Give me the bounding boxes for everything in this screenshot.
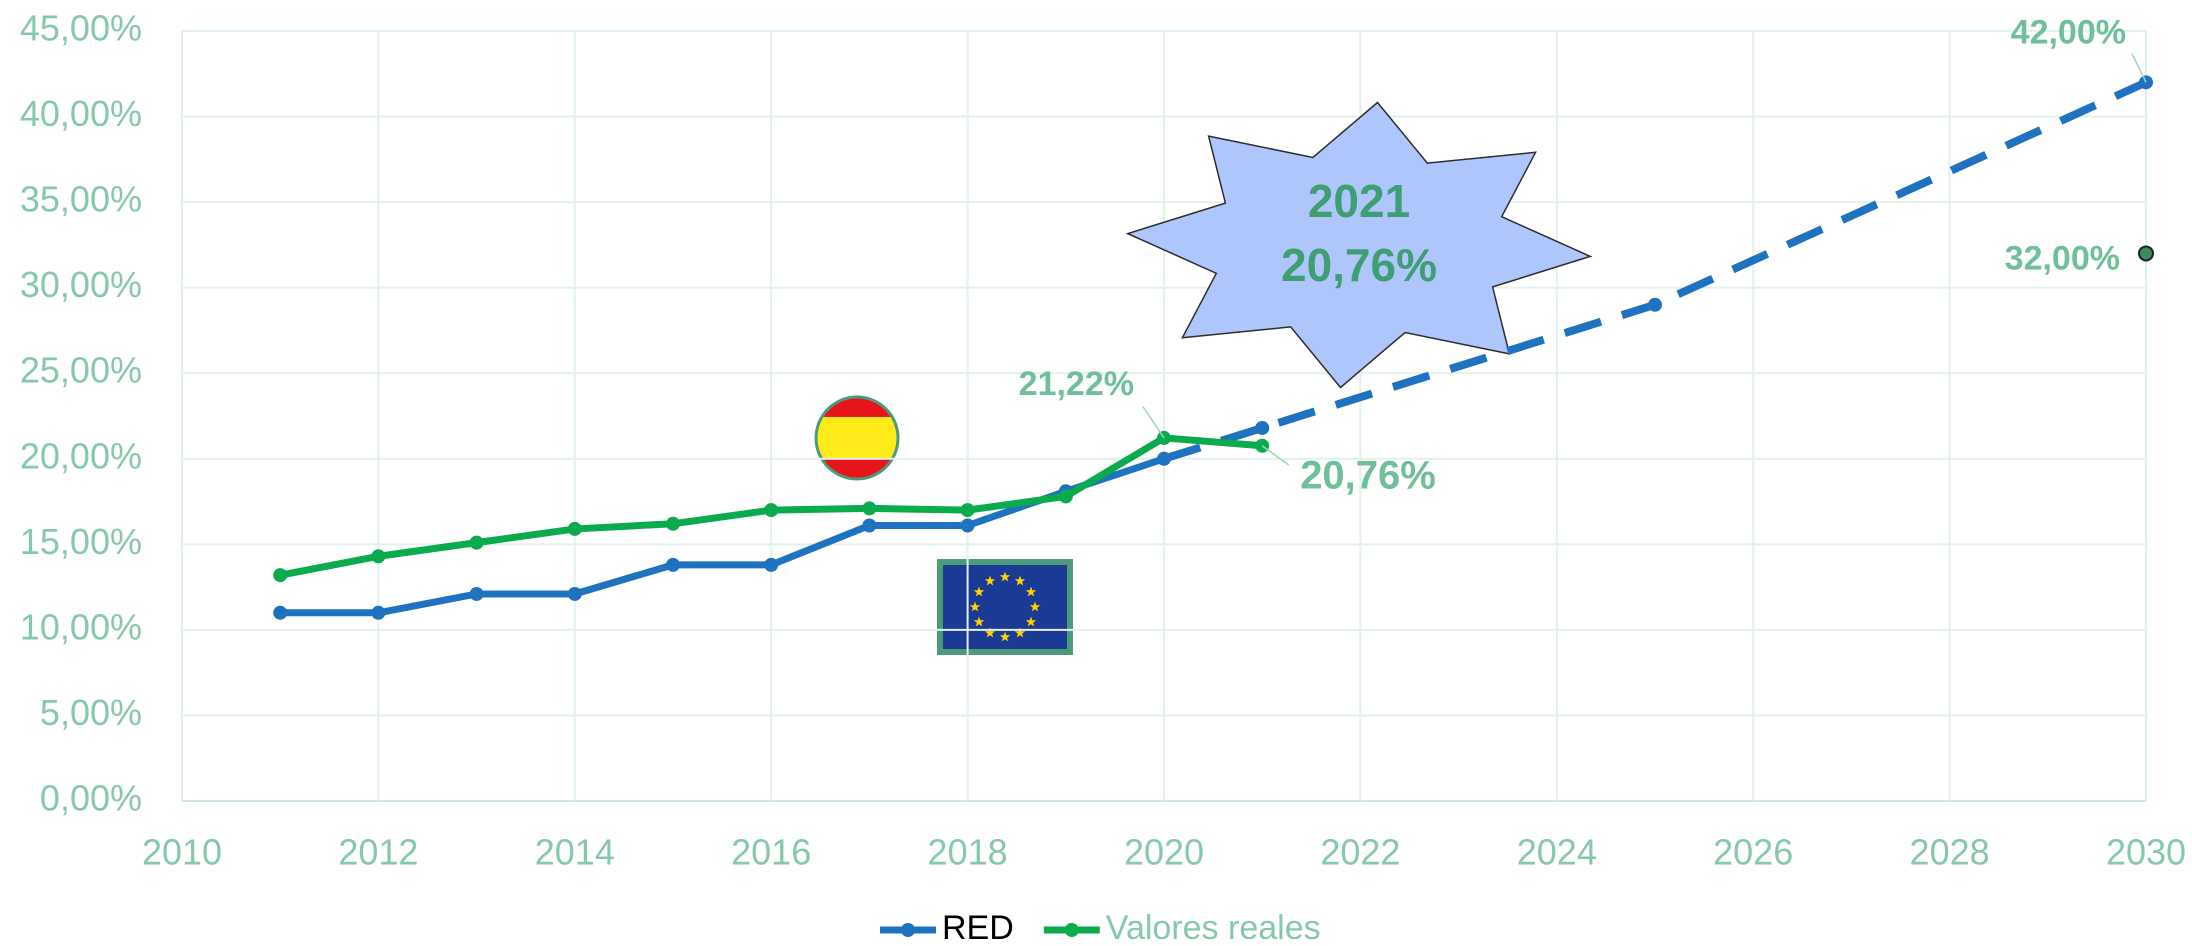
x-tick-label: 2020 [1124,832,1204,873]
legend-label: RED [942,909,1014,946]
eu-star [984,575,996,586]
x-tick-label: 2024 [1517,832,1597,873]
eu-star [984,627,996,638]
annotation-text: 20,76% [1281,239,1437,291]
data-label: 42,00% [2011,13,2126,51]
point [469,586,484,601]
x-tick-label: 2016 [731,832,811,873]
flag-spain [814,395,900,481]
point [273,568,288,583]
eu-star [1014,575,1026,586]
point [567,521,582,536]
y-tick-label: 5,00% [40,692,142,733]
data-label: 20,76% [1300,453,1436,497]
flag-eu [937,559,1073,655]
legend-marker [901,923,915,937]
eu-star [973,586,985,597]
legend-marker [1064,923,1079,937]
y-tick-label: 40,00% [20,93,142,134]
series-line [1162,78,2148,463]
y-tick-label: 35,00% [20,179,142,220]
x-tick-label: 2010 [142,832,222,873]
data-label: 21,22% [1019,365,1134,403]
point [469,535,484,550]
point [273,605,288,620]
point [764,503,779,518]
point [862,501,877,516]
leader-line [1142,406,1165,439]
point [1648,297,1662,312]
x-tick-label: 2022 [1320,832,1400,873]
point [764,557,779,572]
data-label: 32,00% [2005,239,2120,277]
x-tick-label: 2028 [1910,832,1990,873]
legend-label: Valores reales [1106,909,1321,946]
grid [181,30,2147,802]
eu-star [1014,627,1026,638]
annotation-text: 2021 [1308,175,1410,227]
x-tick-label: 2030 [2106,832,2186,873]
point [1255,420,1270,435]
eu-star [999,571,1011,582]
y-tick-label: 10,00% [20,606,142,647]
point [567,586,582,601]
leader-line [1261,445,1290,466]
leader-line [2131,53,2147,83]
x-tick-label: 2014 [535,832,615,873]
point [960,503,975,518]
x-tick-label: 2018 [928,832,1008,873]
point [666,557,680,572]
y-tick-label: 15,00% [20,521,142,562]
target-point [2138,245,2154,262]
series-line [280,455,1166,617]
point [1157,451,1171,466]
x-tick-label: 2012 [338,832,418,873]
point [960,518,975,533]
y-tick-label: 25,00% [20,350,142,391]
x-tick-label: 2026 [1713,832,1793,873]
eu-star [1029,601,1041,612]
point [1058,489,1073,504]
eu-star [999,631,1011,642]
y-tick-label: 30,00% [20,264,142,305]
eu-star [1025,616,1037,627]
y-tick-label: 45,00% [20,8,142,49]
point [666,516,680,531]
eu-star [1025,586,1037,597]
star-callout [1125,101,1593,389]
point [371,549,386,564]
point [862,518,877,533]
y-tick-label: 0,00% [40,778,142,819]
eu-star [973,616,985,627]
point [371,605,386,620]
eu-star [969,601,981,612]
y-tick-label: 20,00% [20,435,142,476]
